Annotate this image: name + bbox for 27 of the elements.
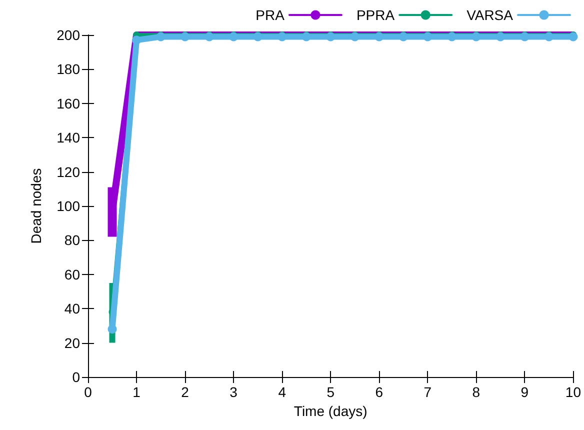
y-tick-label: 140 — [56, 130, 80, 146]
x-tick-label: 3 — [230, 384, 238, 400]
x-tick-label: 9 — [520, 384, 529, 400]
y-tick-label: 120 — [56, 164, 80, 180]
x-tick-label: 5 — [326, 384, 335, 400]
legend-label: PPRA — [356, 7, 396, 23]
y-tick-label: 200 — [56, 27, 80, 43]
x-tick-label: 10 — [565, 384, 582, 400]
y-tick-label: 20 — [64, 334, 80, 351]
legend-label: VARSA — [466, 7, 514, 23]
y-tick-label: 0 — [72, 369, 80, 385]
x-tick-label: 6 — [375, 384, 384, 400]
legend-label: PRA — [256, 7, 286, 23]
y-tick-label: 160 — [56, 95, 80, 112]
y-tick-label: 60 — [64, 266, 80, 282]
y-tick-label: 100 — [56, 198, 80, 214]
x-tick-label: 8 — [472, 384, 480, 400]
x-tick-label: 4 — [278, 384, 286, 400]
x-tick-label: 1 — [132, 384, 141, 400]
x-tick-label: 7 — [424, 384, 432, 400]
x-axis-title: Time (days) — [294, 402, 368, 419]
y-tick-label: 180 — [56, 61, 80, 78]
x-tick-label: 0 — [84, 384, 92, 400]
y-tick-label: 80 — [64, 232, 80, 248]
y-axis-title: Dead nodes — [28, 168, 44, 244]
y-tick-label: 40 — [64, 300, 80, 317]
x-tick-label: 2 — [181, 384, 190, 400]
